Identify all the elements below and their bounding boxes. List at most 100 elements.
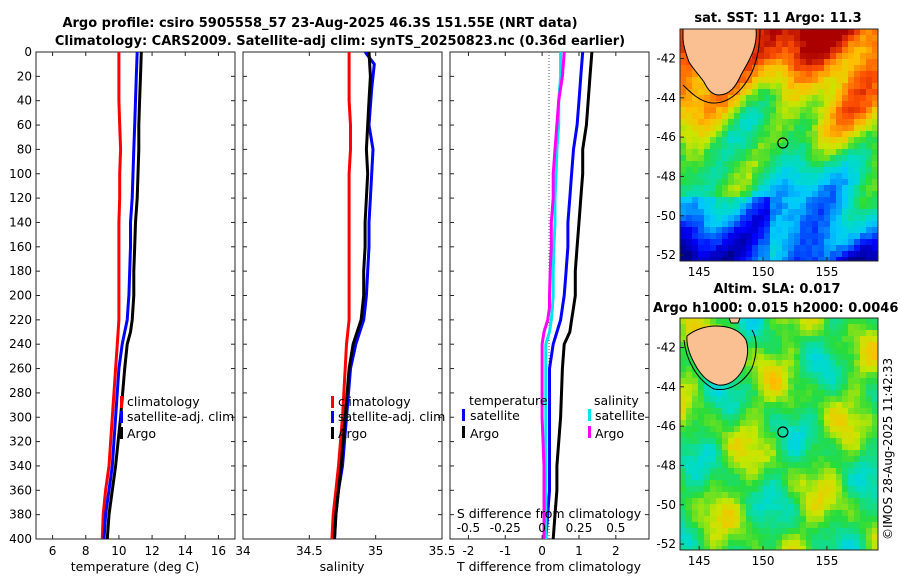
sst-heatmap-cell xyxy=(680,179,687,186)
sst-heatmap-cell xyxy=(830,155,837,162)
sst-heatmap-cell xyxy=(866,89,873,96)
sst-heatmap-cell xyxy=(818,77,825,84)
sst-heatmap-cell xyxy=(794,215,801,222)
sst-heatmap-cell xyxy=(794,239,801,246)
series-line-temperature-satellite xyxy=(544,52,585,539)
sst-heatmap-cell xyxy=(764,95,771,102)
sst-heatmap-cell xyxy=(734,227,741,234)
sla-heatmap-cell xyxy=(848,384,855,391)
sla-heatmap-cell xyxy=(830,456,837,463)
sst-heatmap-cell xyxy=(770,53,777,60)
sst-heatmap-cell xyxy=(836,161,843,168)
sla-heatmap-cell xyxy=(818,378,825,385)
sla-heatmap-cell xyxy=(716,474,723,481)
sla-heatmap-cell xyxy=(842,450,849,457)
sst-heatmap-cell xyxy=(860,209,867,216)
sla-heatmap-cell xyxy=(782,360,789,367)
sla-heatmap-cell xyxy=(704,534,711,541)
sst-heatmap-cell xyxy=(764,101,771,108)
sst-heatmap-cell xyxy=(788,107,795,114)
sst-heatmap-cell xyxy=(866,107,873,114)
sla-heatmap-cell xyxy=(734,510,741,517)
sst-heatmap-cell xyxy=(800,203,807,210)
sst-heatmap-cell xyxy=(758,203,765,210)
sla-heatmap-cell xyxy=(818,474,825,481)
sla-heatmap-cell xyxy=(854,486,861,493)
sla-heatmap-cell xyxy=(746,432,753,439)
sla-heatmap-cell xyxy=(860,432,867,439)
sst-heatmap-cell xyxy=(752,245,759,252)
sst-heatmap-cell xyxy=(872,197,878,204)
sst-heatmap-cell xyxy=(686,71,693,78)
sst-heatmap-cell xyxy=(854,107,861,114)
sla-heatmap-cell xyxy=(692,474,699,481)
sla-heatmap-cell xyxy=(734,426,741,433)
sla-heatmap-cell xyxy=(686,486,693,493)
sla-heatmap-cell xyxy=(860,366,867,373)
map-y-tick-label: -50 xyxy=(656,498,676,512)
map-y-tick-label: -52 xyxy=(656,537,676,551)
sla-heatmap-cell xyxy=(788,354,795,361)
sla-heatmap-cell xyxy=(806,384,813,391)
sla-heatmap-cell xyxy=(722,318,729,325)
sla-heatmap-cell xyxy=(800,396,807,403)
sst-heatmap-cell xyxy=(716,167,723,174)
sla-heatmap-cell xyxy=(854,390,861,397)
sst-heatmap-cell xyxy=(746,77,753,84)
sla-heatmap-cell xyxy=(836,462,843,469)
sst-heatmap-cell xyxy=(794,59,801,66)
sst-heatmap-cell xyxy=(860,149,867,156)
y-tick-label: 160 xyxy=(9,240,32,254)
sst-heatmap-cell xyxy=(782,95,789,102)
sla-heatmap-cell xyxy=(836,324,843,331)
sla-heatmap-cell xyxy=(806,324,813,331)
sla-heatmap-cell xyxy=(788,414,795,421)
sst-heatmap-cell xyxy=(770,113,777,120)
sla-heatmap-cell xyxy=(794,480,801,487)
sla-heatmap-cell xyxy=(836,396,843,403)
sst-heatmap-cell xyxy=(824,227,831,234)
sst-heatmap-cell xyxy=(860,143,867,150)
sla-heatmap-cell xyxy=(776,324,783,331)
sla-heatmap-cell xyxy=(764,378,771,385)
sla-heatmap-cell xyxy=(854,378,861,385)
difference-legend: temperature satellite Argo salinity sate… xyxy=(462,393,645,441)
sst-heatmap-cell xyxy=(866,53,873,60)
sst-heatmap-cell xyxy=(848,89,855,96)
sla-heatmap-cell xyxy=(866,408,873,415)
sla-heatmap-cell xyxy=(866,540,873,547)
sst-heatmap-cell xyxy=(818,107,825,114)
sst-heatmap-cell xyxy=(752,233,759,240)
sla-heatmap-cell xyxy=(680,360,687,367)
sla-heatmap-cell xyxy=(776,384,783,391)
sst-heatmap-cell xyxy=(764,89,771,96)
sla-heatmap-cell xyxy=(746,336,753,343)
sla-heatmap-cell xyxy=(830,510,837,517)
sst-heatmap-cell xyxy=(752,167,759,174)
sst-heatmap-cell xyxy=(764,41,771,48)
sla-heatmap-cell xyxy=(776,492,783,499)
sst-heatmap-cell xyxy=(866,197,873,204)
sla-heatmap-cell xyxy=(776,468,783,475)
sst-heatmap-cell xyxy=(686,203,693,210)
x-tick-label: 1 xyxy=(575,544,583,558)
sla-heatmap-cell xyxy=(842,462,849,469)
sla-heatmap-cell xyxy=(722,456,729,463)
legend-label-satellite: satellite-adj. clim xyxy=(127,409,234,424)
sst-heatmap-cell xyxy=(836,83,843,90)
sst-heatmap-cell xyxy=(740,245,747,252)
sst-heatmap-cell xyxy=(728,191,735,198)
sst-heatmap-cell xyxy=(722,125,729,132)
sla-heatmap-cell xyxy=(806,456,813,463)
sst-heatmap-cell xyxy=(854,239,861,246)
sla-heatmap-cell xyxy=(722,498,729,505)
sla-heatmap-cell xyxy=(686,366,693,373)
sla-heatmap-cell xyxy=(848,402,855,409)
sla-heatmap-cell xyxy=(758,468,765,475)
sst-heatmap-cell xyxy=(818,119,825,126)
sla-heatmap-cell xyxy=(818,402,825,409)
sst-heatmap-cell xyxy=(764,197,771,204)
sla-heatmap-cell xyxy=(788,324,795,331)
sla-heatmap-cell xyxy=(716,384,723,391)
sla-heatmap-cell xyxy=(836,510,843,517)
